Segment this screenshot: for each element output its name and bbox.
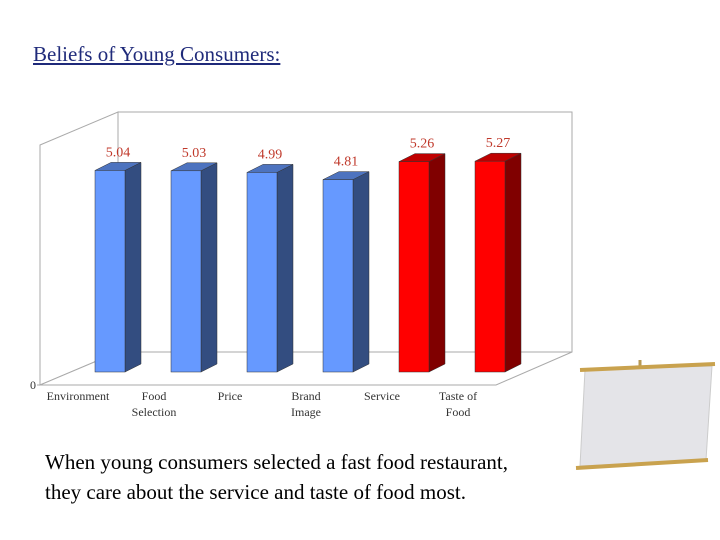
value-label: 5.27 (486, 136, 511, 151)
value-label: 4.99 (258, 147, 283, 162)
bar (474, 160, 506, 373)
x-tick-text: Brand Image (291, 389, 321, 419)
x-tick-label: Taste of Food (418, 388, 498, 420)
caption-line: When young consumers selected a fast foo… (45, 450, 509, 474)
x-tick-text: Service (364, 389, 400, 403)
bar (322, 179, 354, 373)
slide-title: Beliefs of Young Consumers: (33, 42, 281, 66)
bar-side (200, 162, 218, 373)
value-label: 5.03 (182, 146, 207, 161)
x-tick-label: Food Selection (114, 388, 194, 420)
x-tick-text: Food Selection (131, 389, 177, 419)
caption-line: they care about the service and taste of… (45, 480, 467, 504)
x-tick-label: Service (342, 388, 422, 404)
value-label: 4.81 (334, 155, 359, 170)
bar-side (124, 161, 142, 373)
caption: When young consumers selected a fast foo… (45, 447, 508, 507)
x-tick-text: Environment (46, 389, 110, 403)
x-tick-label: Price (190, 388, 270, 404)
bar-side (504, 152, 522, 373)
x-tick-text: Taste of Food (438, 389, 478, 419)
bar (170, 170, 202, 373)
bar (398, 161, 430, 373)
value-label: 5.26 (410, 137, 435, 152)
y-tick-label: 0 (30, 378, 36, 392)
value-label: 5.04 (106, 145, 131, 160)
bar (246, 172, 278, 373)
chart: 0 5.04 5.03 4.99 4.81 5.26 5.27 (30, 111, 642, 430)
bar (94, 170, 126, 373)
x-tick-label: Environment (38, 388, 118, 404)
easel-icon (638, 360, 642, 430)
x-tick-text: Price (217, 389, 243, 403)
bar-side (428, 153, 446, 373)
bar-side (276, 163, 294, 373)
x-tick-label: Brand Image (266, 388, 346, 420)
bar-side (352, 171, 370, 373)
